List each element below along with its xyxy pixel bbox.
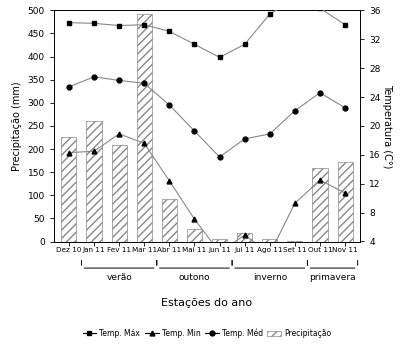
Bar bbox=[312, 168, 327, 241]
Bar bbox=[61, 137, 76, 242]
Text: inverno: inverno bbox=[252, 273, 286, 282]
Legend: Temp. Máx, Temp. Min, Temp. Méd, Precipitação: Temp. Máx, Temp. Min, Temp. Méd, Precipi… bbox=[79, 326, 334, 341]
Y-axis label: Temperatura (C°): Temperatura (C°) bbox=[381, 84, 391, 168]
X-axis label: Estações do ano: Estações do ano bbox=[161, 297, 252, 307]
Bar bbox=[211, 239, 227, 241]
Bar bbox=[287, 240, 301, 241]
Text: verão: verão bbox=[106, 273, 132, 282]
Bar bbox=[136, 14, 152, 241]
Y-axis label: Precipitação (mm): Precipitação (mm) bbox=[12, 81, 22, 171]
Text: primavera: primavera bbox=[309, 273, 355, 282]
Bar bbox=[261, 239, 277, 241]
Bar bbox=[186, 228, 202, 242]
Bar bbox=[161, 199, 176, 242]
Text: outono: outono bbox=[178, 273, 210, 282]
Bar bbox=[337, 161, 352, 242]
Bar bbox=[86, 121, 101, 242]
Bar bbox=[112, 145, 126, 242]
Bar bbox=[237, 233, 252, 242]
